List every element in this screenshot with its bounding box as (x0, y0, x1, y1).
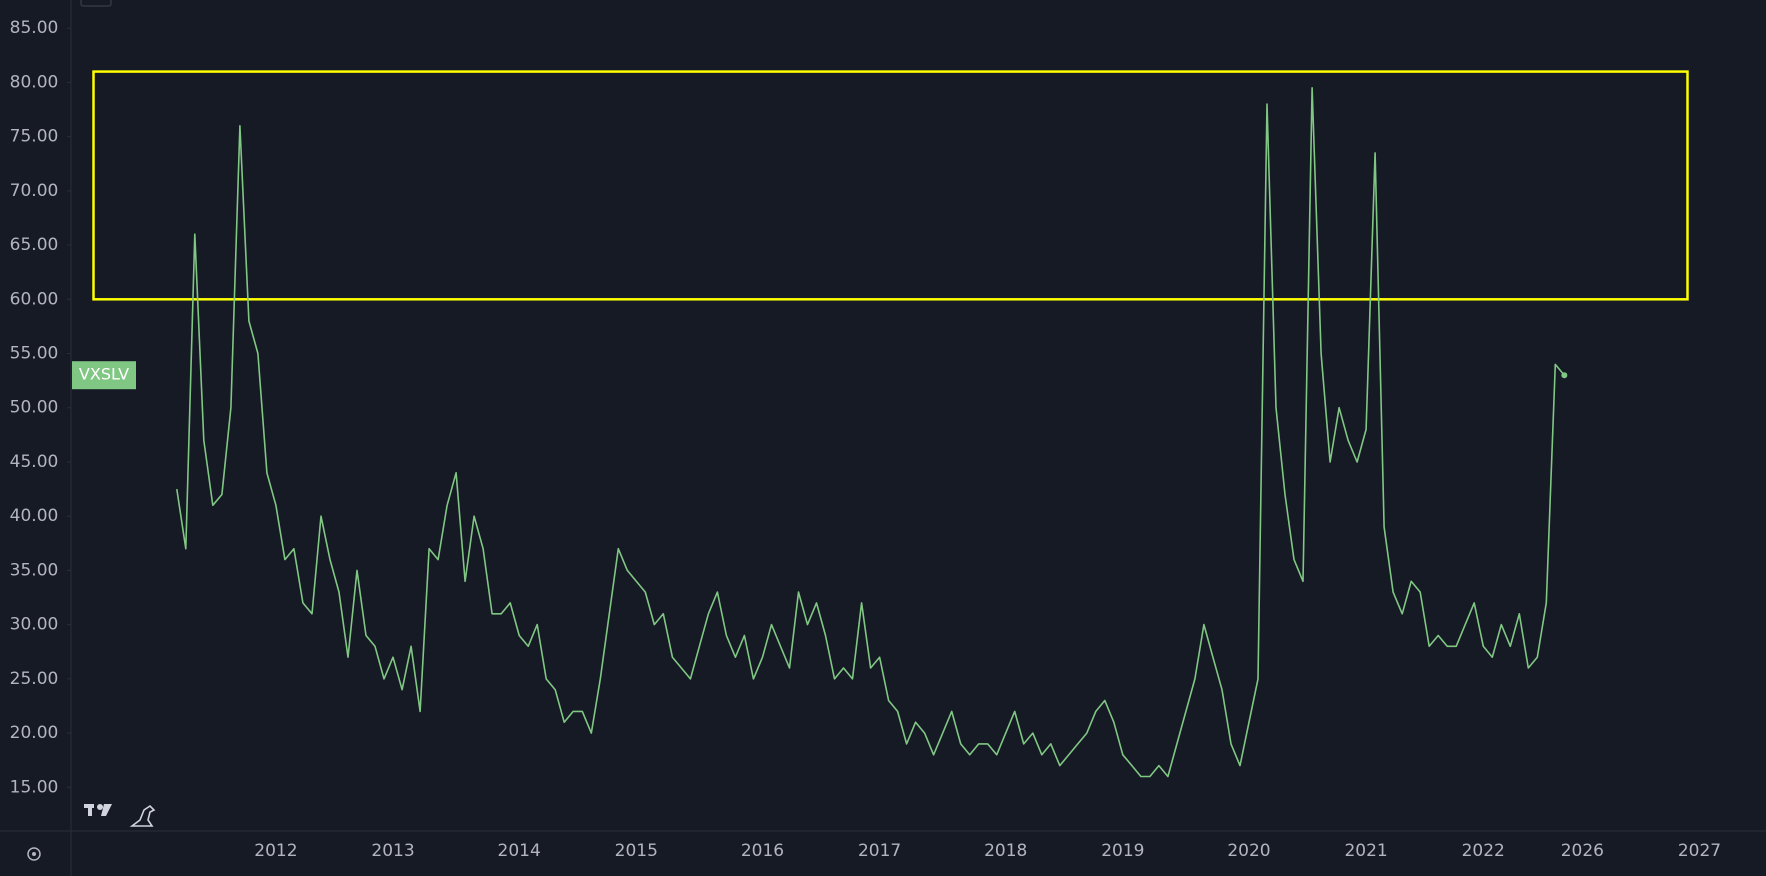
highlight-box (92, 70, 1689, 301)
x-tick-label: 2017 (858, 841, 901, 861)
y-tick-label: 60.00 (10, 289, 59, 309)
y-tick-label: 80.00 (10, 72, 59, 92)
y-tick-label: 50.00 (10, 398, 59, 418)
y-tick-label: 40.00 (10, 506, 59, 526)
x-tick-label: 2026 (1561, 841, 1604, 861)
y-tick-label: 85.00 (10, 18, 59, 38)
series-tag (72, 361, 136, 390)
tradingview-logo (84, 804, 112, 816)
line-series (176, 87, 1565, 778)
settings-icon[interactable] (27, 847, 41, 861)
y-tick-label: 70.00 (10, 181, 59, 201)
y-tick-label: 15.00 (10, 777, 59, 797)
y-tick-label: 20.00 (10, 723, 59, 743)
series-tag-label: VXSLV (79, 365, 129, 384)
x-tick-label: 2021 (1344, 841, 1387, 861)
dino-icon[interactable] (129, 804, 156, 827)
toolbar-button[interactable] (80, 0, 112, 7)
x-tick-label: 2020 (1227, 841, 1270, 861)
x-tick-label: 2013 (371, 841, 414, 861)
y-tick-label: 25.00 (10, 669, 59, 689)
y-tick-label: 65.00 (10, 235, 59, 255)
x-tick-label: 2014 (498, 841, 541, 861)
x-tick-label: 2019 (1101, 841, 1144, 861)
last-point (1561, 372, 1568, 379)
x-tick-label: 2016 (741, 841, 784, 861)
y-tick-label: 35.00 (10, 560, 59, 580)
x-tick-label: 2018 (984, 841, 1027, 861)
y-tick-label: 75.00 (10, 127, 59, 147)
x-tick-label: 2027 (1678, 841, 1721, 861)
x-tick-label: 2022 (1462, 841, 1505, 861)
y-tick-label: 45.00 (10, 452, 59, 472)
y-tick-label: 55.00 (10, 344, 59, 364)
x-tick-label: 2012 (254, 841, 297, 861)
x-tick-label: 2015 (615, 841, 658, 861)
y-tick-label: 30.00 (10, 615, 59, 635)
